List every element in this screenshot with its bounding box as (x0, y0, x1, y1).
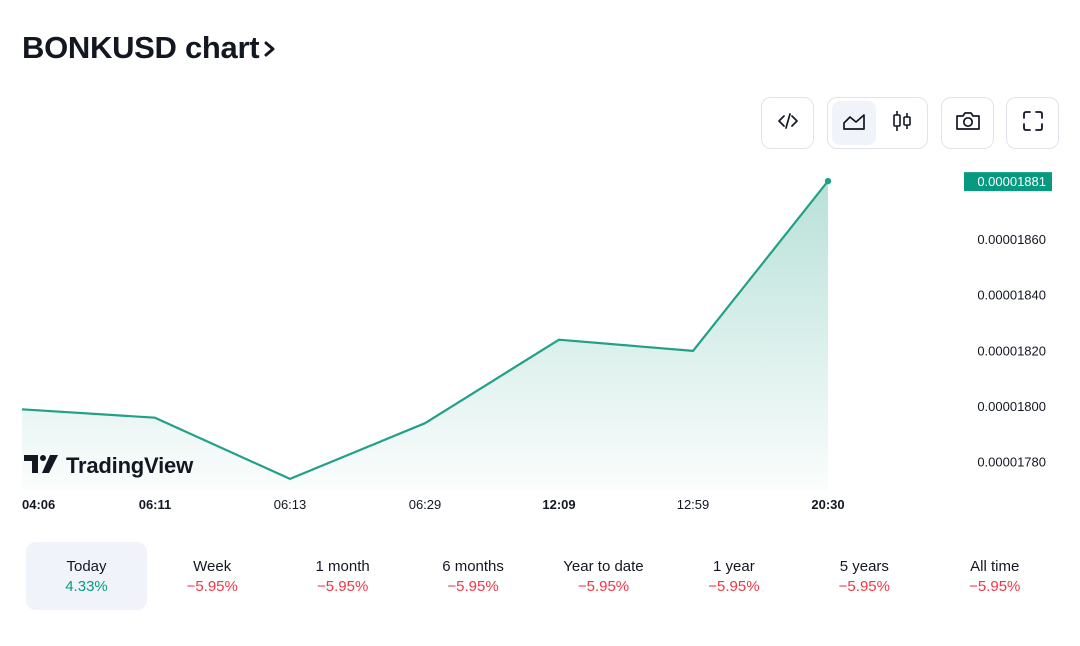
x-tick-label: 06:29 (409, 497, 442, 512)
last-price-label: 0.00001881 (977, 174, 1046, 189)
x-tick-label: 12:09 (542, 497, 575, 512)
period-label: Year to date (563, 557, 644, 575)
period-change-value: −5.95% (969, 577, 1021, 595)
period-change-value: −5.95% (316, 577, 369, 595)
x-tick-label: 04:06 (22, 497, 55, 512)
period-label: 6 months (442, 557, 504, 575)
page-title: BONKUSD chart (22, 30, 260, 65)
period-tab[interactable]: Today 4.33% (26, 542, 147, 610)
y-tick-label: 0.00001840 (977, 288, 1046, 303)
period-change-value: −5.95% (447, 577, 499, 595)
period-change-value: 4.33% (65, 577, 108, 595)
period-change-value: −5.95% (708, 577, 760, 595)
area-chart-button[interactable] (831, 101, 876, 145)
period-change-value: −5.95% (838, 577, 890, 595)
period-tab[interactable]: Year to date −5.95% (538, 542, 668, 610)
price-line (21, 180, 829, 480)
chart-title-link[interactable]: BONKUSD chart (22, 30, 277, 66)
candlestick-button[interactable] (880, 101, 924, 145)
fullscreen-button[interactable] (1006, 97, 1059, 149)
tradingview-logo-icon (24, 454, 58, 478)
last-price-badge (964, 172, 1052, 192)
tradingview-watermark-text: TradingView (66, 453, 193, 478)
x-tick-label: 20:30 (811, 497, 844, 512)
fullscreen-icon (1021, 109, 1045, 138)
period-tab[interactable]: 6 months −5.95% (408, 542, 538, 610)
candlestick-icon (891, 109, 913, 138)
tradingview-watermark: TradingView (24, 453, 193, 479)
period-tab[interactable]: Week −5.95% (147, 542, 277, 610)
period-label: 5 years (839, 557, 889, 575)
period-change-value: −5.95% (577, 577, 630, 595)
embed-button[interactable] (761, 97, 814, 149)
x-tick-label: 06:13 (274, 497, 307, 512)
price-area-fill (22, 181, 828, 490)
area-chart-icon (841, 110, 867, 137)
chevron-right-icon (263, 30, 277, 66)
period-selector: Today 4.33% Week −5.95% 1 month −5.95% 6 month… (26, 542, 1060, 610)
period-label: Today (66, 557, 107, 575)
x-tick-label: 06:11 (139, 497, 172, 512)
camera-icon (955, 110, 981, 137)
chart-type-toggle (827, 97, 928, 149)
y-tick-label: 0.00001860 (977, 232, 1046, 247)
period-change-value: −5.95% (186, 577, 238, 595)
last-price-dot (824, 177, 832, 185)
period-label: 1 month (315, 557, 370, 575)
period-tab[interactable]: 1 month −5.95% (277, 542, 407, 610)
period-tab[interactable]: All time −5.95% (930, 542, 1060, 610)
period-label: 1 year (713, 557, 755, 575)
x-tick-label: 12:59 (677, 497, 710, 512)
period-label: All time (970, 557, 1020, 575)
period-tab[interactable]: 1 year −5.95% (669, 542, 799, 610)
price-chart[interactable]: 0.00001780 0.00001800 0.00001820 0.00001840… (0, 150, 1080, 530)
y-tick-label: 0.00001800 (977, 399, 1046, 414)
code-icon (776, 109, 800, 138)
snapshot-button[interactable] (941, 97, 994, 149)
period-label: Week (193, 557, 232, 575)
y-tick-label: 0.00001780 (977, 455, 1046, 470)
period-tab[interactable]: 5 years −5.95% (799, 542, 929, 610)
y-tick-label: 0.00001820 (977, 343, 1046, 358)
